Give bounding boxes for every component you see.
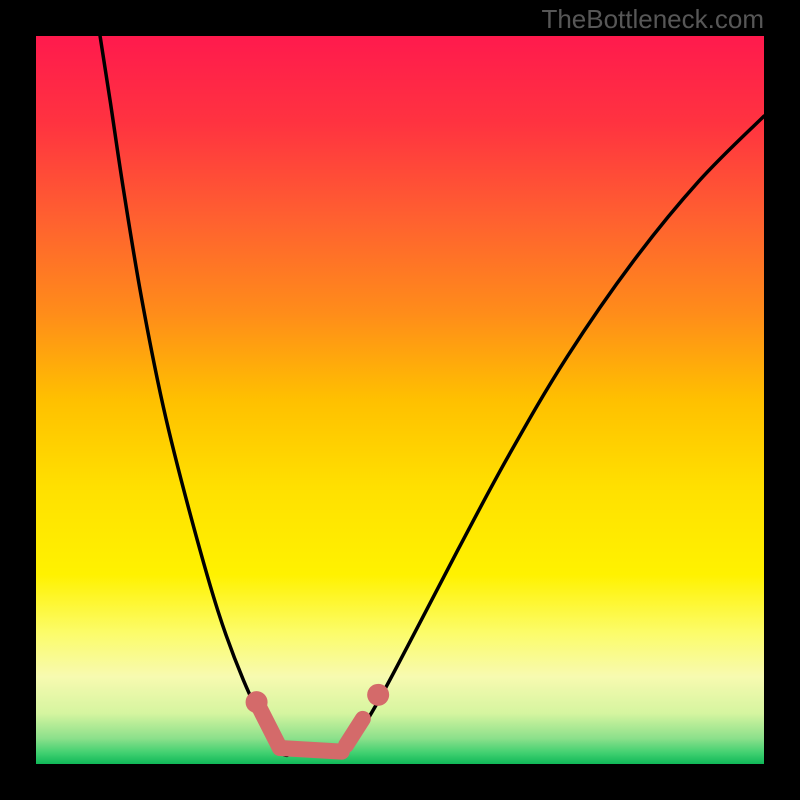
chart-svg — [0, 0, 800, 800]
plot-background — [36, 36, 764, 764]
chart-canvas: TheBottleneck.com — [0, 0, 800, 800]
highlight-dot — [246, 691, 268, 713]
highlight-dot — [367, 684, 389, 706]
watermark-text: TheBottleneck.com — [541, 4, 764, 35]
highlight-segment — [280, 748, 342, 752]
